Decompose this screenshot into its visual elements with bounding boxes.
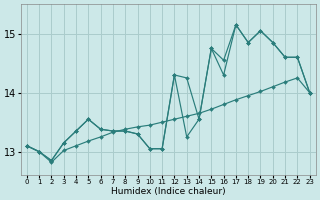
X-axis label: Humidex (Indice chaleur): Humidex (Indice chaleur) bbox=[111, 187, 226, 196]
